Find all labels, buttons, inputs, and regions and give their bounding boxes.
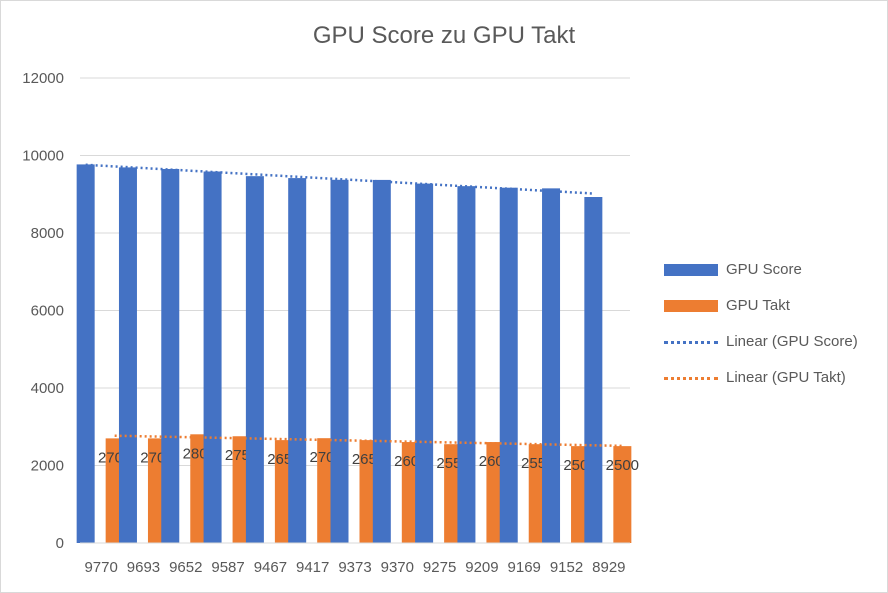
legend-swatch-gpu-takt (664, 300, 718, 313)
x-tick-label: 9467 (254, 559, 287, 576)
bar-gpu-score (415, 183, 434, 543)
y-tick-label: 4000 (31, 380, 64, 397)
legend-label-trend-gpu-score: Linear (GPU Score) (726, 333, 858, 351)
y-tick-label: 0 (56, 535, 64, 552)
y-tick-label: 8000 (31, 225, 64, 242)
x-tick-label: 9275 (423, 559, 456, 576)
bar-gpu-score (542, 188, 561, 544)
bar-gpu-score (584, 197, 603, 543)
x-tick-label: 9587 (211, 559, 244, 576)
x-tick-label: 8929 (592, 559, 625, 576)
bar-gpu-score (203, 171, 222, 543)
y-tick-label: 12000 (22, 70, 64, 87)
x-tick-label: 9169 (508, 559, 541, 576)
x-tick-label: 9209 (465, 559, 498, 576)
legend: GPU Score GPU Takt Linear (GPU Score) Li… (664, 258, 858, 402)
legend-swatch-gpu-score (664, 264, 718, 277)
y-tick-label: 10000 (22, 148, 64, 165)
legend-item-gpu-takt: GPU Takt (664, 294, 858, 330)
bar-gpu-score (457, 186, 476, 543)
x-tick-label: 9370 (381, 559, 414, 576)
bar-gpu-score (372, 179, 391, 543)
bar-gpu-score (288, 178, 307, 543)
x-tick-label: 9652 (169, 559, 202, 576)
legend-item-gpu-score: GPU Score (664, 258, 858, 294)
bar-gpu-score (499, 187, 518, 544)
bar-gpu-score (330, 179, 349, 543)
legend-label-gpu-takt: GPU Takt (726, 297, 790, 315)
x-tick-label: 9373 (338, 559, 371, 576)
legend-line-trend-gpu-takt (664, 376, 718, 380)
bar-gpu-score (245, 176, 264, 543)
bar-gpu-score (118, 167, 137, 544)
bar-gpu-score (76, 164, 95, 543)
legend-label-trend-gpu-takt: Linear (GPU Takt) (726, 369, 846, 387)
data-label-gpu-takt: 2500 (606, 457, 639, 474)
legend-line-trend-gpu-score (664, 340, 718, 344)
x-tick-label: 9417 (296, 559, 329, 576)
legend-label-gpu-score: GPU Score (726, 261, 802, 279)
x-tick-label: 9152 (550, 559, 583, 576)
y-tick-label: 6000 (31, 303, 64, 320)
bar-gpu-score (161, 168, 180, 544)
legend-item-trend-gpu-score: Linear (GPU Score) (664, 330, 858, 366)
bar-gpu-takt (613, 446, 632, 543)
x-tick-label: 9770 (84, 559, 117, 576)
y-tick-label: 2000 (31, 458, 64, 475)
x-tick-label: 9693 (127, 559, 160, 576)
legend-item-trend-gpu-takt: Linear (GPU Takt) (664, 366, 858, 402)
chart-title: GPU Score zu GPU Takt (312, 22, 576, 49)
